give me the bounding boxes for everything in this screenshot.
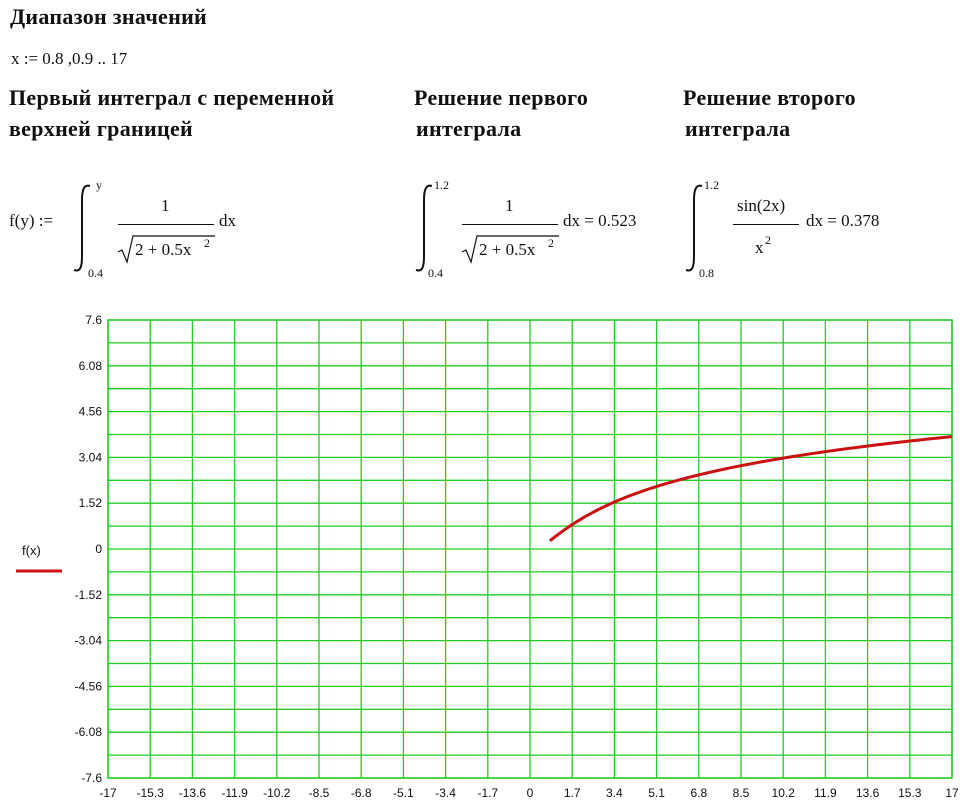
x-tick-label: -13.6	[179, 786, 207, 800]
integral2-denominator: x	[755, 238, 764, 257]
x-tick-label: 5.1	[648, 786, 665, 800]
function-plot[interactable]: 7.6 6.08 4.56 3.04 1.52 0 -1.52 -3.04 -4.56 -6.08…	[0, 300, 974, 806]
x-tick-label: 8.5	[733, 786, 750, 800]
x-tick-label: 15.3	[898, 786, 922, 800]
y-tick-label: -4.56	[75, 679, 103, 693]
integral2-numerator: sin(2x)	[737, 196, 786, 215]
series-f	[548, 435, 953, 543]
y-tick-label: 4.56	[79, 405, 103, 419]
plot-frame	[107, 319, 953, 779]
formula-f-fraction-bar	[118, 224, 214, 225]
y-axis-ticks: 7.6 6.08 4.56 3.04 1.52 0 -1.52 -3.04 -4.56 -6.08…	[75, 313, 103, 785]
y-tick-label: 0	[95, 542, 102, 556]
x-tick-label: 3.4	[606, 786, 623, 800]
sqrt-icon	[117, 235, 215, 264]
integral-sign-icon	[73, 184, 91, 272]
formula-f-dx: dx	[219, 211, 236, 230]
x-tick-label: 1.7	[564, 786, 581, 800]
x-tick-label: -17	[99, 786, 117, 800]
formula-f-lhs: f(y) :=	[9, 211, 54, 230]
integral1-numerator: 1	[505, 196, 514, 215]
sqrt-icon	[461, 235, 559, 264]
legend-label: f(x)	[22, 543, 41, 558]
formula-f-numerator: 1	[161, 196, 170, 215]
integral1-denominator: 2 + 0.5x	[479, 240, 536, 259]
first-integral-heading: Первый интеграл с переменной верхней гра…	[9, 82, 334, 144]
x-tick-label: -3.4	[435, 786, 456, 800]
integral1-result: dx = 0.523	[563, 211, 637, 230]
x-tick-label: 13.6	[856, 786, 880, 800]
integral-sign-icon	[415, 184, 433, 272]
x-tick-label: 11.9	[814, 786, 837, 800]
solution1-heading: Решение первого интеграла	[414, 82, 588, 144]
x-tick-label: -5.1	[393, 786, 414, 800]
first-integral-heading-line2: верхней границей	[9, 116, 193, 141]
y-tick-label: 1.52	[79, 496, 103, 510]
y-tick-label: -7.6	[81, 771, 102, 785]
integral1-fraction-bar	[462, 224, 558, 225]
solution2-heading: Решение второго интеграла	[683, 82, 856, 144]
y-tick-label: -1.52	[75, 588, 103, 602]
range-title: Диапазон значений	[10, 4, 208, 29]
chart-legend: f(x)	[16, 543, 62, 573]
series-line-f	[548, 435, 953, 543]
x-tick-label: -8.5	[309, 786, 330, 800]
y-tick-label: -6.08	[75, 725, 103, 739]
integral1-upper-limit: 1.2	[434, 178, 449, 192]
formula-f-power: 2	[204, 236, 210, 250]
solution1-heading-line2: интеграла	[416, 116, 522, 141]
integral2-upper-limit: 1.2	[704, 178, 719, 192]
x-tick-label: 6.8	[690, 786, 707, 800]
integral1-power: 2	[548, 236, 554, 250]
range-definition[interactable]: x := 0.8 ,0.9 .. 17	[11, 49, 128, 68]
first-integral-heading-line1: Первый интеграл с переменной	[9, 85, 335, 110]
y-tick-label: 7.6	[85, 313, 102, 327]
integral-sign-icon	[685, 184, 703, 272]
integral1-lower-limit: 0.4	[428, 266, 443, 280]
integral2-result: dx = 0.378	[806, 211, 880, 230]
plot-grid	[107, 319, 953, 779]
x-tick-label: -1.7	[477, 786, 498, 800]
x-tick-label: -11.9	[221, 786, 248, 800]
x-tick-label: -6.8	[351, 786, 372, 800]
x-tick-label: -10.2	[263, 786, 291, 800]
y-tick-label: 3.04	[79, 450, 103, 464]
x-tick-label: 10.2	[772, 786, 796, 800]
x-tick-label: 0	[527, 786, 534, 800]
y-tick-label: 6.08	[79, 359, 103, 373]
integral2-lower-limit: 0.8	[699, 266, 714, 280]
integral2-fraction-bar	[733, 224, 799, 225]
solution2-heading-line1: Решение второго	[683, 85, 856, 110]
solution1-heading-line1: Решение первого	[414, 85, 589, 110]
formula-f-upper-limit: y	[96, 178, 102, 192]
x-tick-label: -15.3	[137, 786, 165, 800]
solution2-heading-line2: интеграла	[685, 116, 791, 141]
formula-f-denominator: 2 + 0.5x	[135, 240, 192, 259]
x-axis-ticks: -17 -15.3 -13.6 -11.9 -10.2 -8.5 -6.8 -5.1 -3.4 -…	[99, 786, 959, 800]
integral2-power: 2	[765, 233, 771, 247]
x-tick-label: 17	[945, 786, 959, 800]
formula-f-lower-limit: 0.4	[88, 266, 103, 280]
y-tick-label: -3.04	[75, 634, 103, 648]
